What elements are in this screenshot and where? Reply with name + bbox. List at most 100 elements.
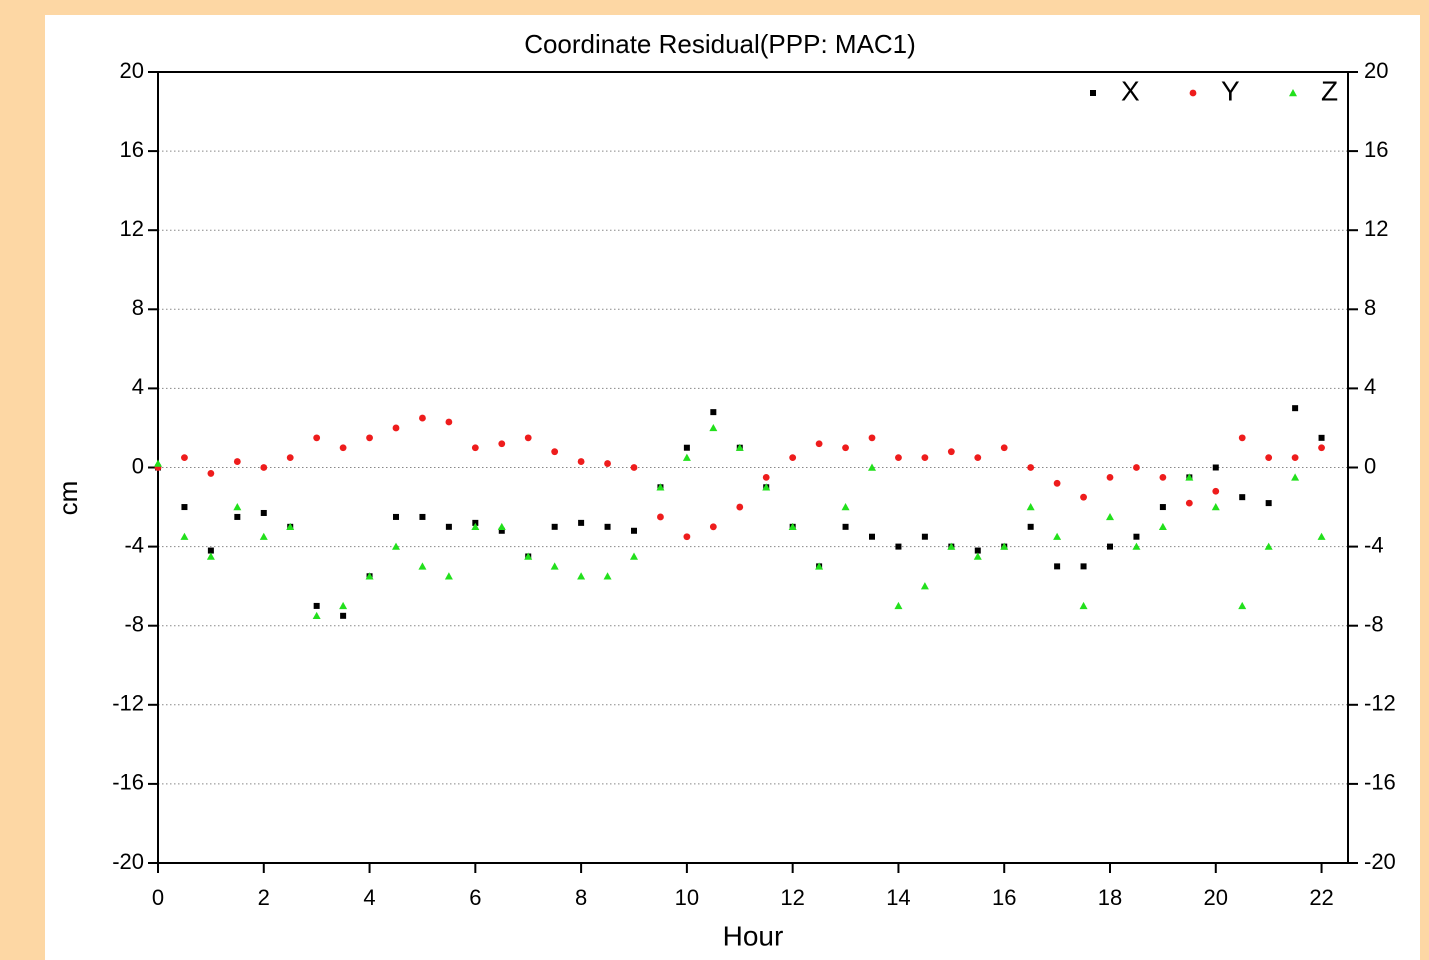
point bbox=[471, 522, 480, 531]
point bbox=[313, 602, 320, 609]
point bbox=[312, 611, 321, 620]
y2-tick-label: -12 bbox=[1364, 691, 1396, 716]
point bbox=[339, 601, 348, 610]
point bbox=[259, 532, 268, 540]
point bbox=[868, 463, 876, 471]
y-tick-label: 0 bbox=[132, 453, 144, 478]
y-tick-label: 20 bbox=[120, 58, 144, 83]
point bbox=[551, 448, 559, 456]
point bbox=[1106, 512, 1114, 521]
point bbox=[1185, 499, 1193, 507]
point bbox=[973, 552, 982, 560]
point bbox=[895, 543, 902, 550]
y-tick-label: -8 bbox=[124, 612, 144, 637]
point bbox=[762, 483, 771, 491]
point bbox=[392, 424, 400, 432]
point bbox=[842, 444, 849, 452]
point bbox=[1291, 454, 1299, 462]
point bbox=[207, 547, 214, 554]
x-tick-label: 6 bbox=[469, 885, 481, 910]
y-tick-label: 4 bbox=[132, 374, 144, 399]
point bbox=[1291, 473, 1300, 481]
point bbox=[393, 513, 399, 520]
point bbox=[1053, 479, 1061, 487]
point bbox=[788, 522, 797, 531]
point bbox=[471, 444, 479, 452]
x-tick-label: 16 bbox=[992, 885, 1016, 910]
point bbox=[1212, 487, 1220, 495]
point bbox=[339, 444, 347, 452]
point bbox=[630, 552, 638, 560]
y-tick-label: -12 bbox=[112, 691, 144, 716]
point bbox=[233, 503, 242, 511]
point bbox=[1027, 523, 1034, 530]
point bbox=[207, 470, 215, 477]
point bbox=[551, 523, 558, 530]
point bbox=[577, 458, 585, 465]
point bbox=[1053, 532, 1062, 540]
point bbox=[524, 552, 533, 560]
point bbox=[709, 423, 718, 432]
point bbox=[1264, 542, 1273, 550]
point bbox=[630, 464, 638, 471]
point bbox=[895, 454, 902, 462]
point bbox=[1133, 533, 1140, 540]
point bbox=[1265, 454, 1273, 462]
point bbox=[419, 414, 426, 422]
point bbox=[657, 513, 664, 521]
x-tick-label: 2 bbox=[258, 885, 270, 910]
point bbox=[894, 601, 903, 610]
point bbox=[260, 464, 268, 471]
point bbox=[1159, 473, 1167, 481]
point bbox=[445, 418, 453, 426]
point bbox=[1080, 563, 1087, 570]
point bbox=[286, 454, 294, 462]
point bbox=[841, 503, 850, 511]
legend-label: X bbox=[1121, 75, 1140, 106]
point bbox=[181, 504, 188, 511]
point bbox=[524, 434, 532, 442]
x-axis-title: Hour bbox=[723, 920, 784, 951]
y2-tick-label: 16 bbox=[1364, 137, 1388, 162]
point bbox=[604, 523, 611, 530]
y2-tick-label: 20 bbox=[1364, 58, 1388, 83]
y2-tick-label: 12 bbox=[1364, 216, 1388, 241]
y-tick-label: -20 bbox=[112, 849, 144, 874]
panel bbox=[45, 15, 1420, 960]
x-tick-label: 10 bbox=[675, 885, 699, 910]
point bbox=[1238, 434, 1246, 442]
point bbox=[1159, 504, 1166, 511]
point bbox=[260, 509, 267, 516]
point bbox=[736, 503, 744, 511]
point bbox=[578, 519, 585, 526]
point bbox=[313, 434, 321, 442]
point bbox=[1026, 503, 1035, 511]
point bbox=[577, 572, 586, 580]
point bbox=[920, 582, 929, 590]
point bbox=[497, 522, 506, 531]
point bbox=[1265, 500, 1272, 507]
point bbox=[1158, 522, 1167, 531]
point bbox=[444, 572, 453, 580]
point bbox=[498, 440, 506, 448]
point bbox=[1238, 601, 1247, 610]
point bbox=[1132, 542, 1141, 550]
point bbox=[869, 533, 875, 540]
point bbox=[604, 460, 611, 467]
y2-tick-label: -20 bbox=[1364, 849, 1396, 874]
point bbox=[1317, 532, 1326, 540]
point bbox=[815, 562, 824, 570]
point bbox=[683, 444, 690, 451]
point bbox=[1080, 493, 1087, 501]
point bbox=[683, 533, 691, 541]
point bbox=[418, 562, 427, 570]
point bbox=[180, 532, 189, 540]
point bbox=[789, 454, 797, 462]
point bbox=[815, 440, 823, 448]
point bbox=[762, 473, 770, 481]
point bbox=[1000, 542, 1009, 550]
x-tick-label: 18 bbox=[1098, 885, 1122, 910]
point bbox=[974, 454, 982, 462]
point bbox=[631, 527, 637, 534]
